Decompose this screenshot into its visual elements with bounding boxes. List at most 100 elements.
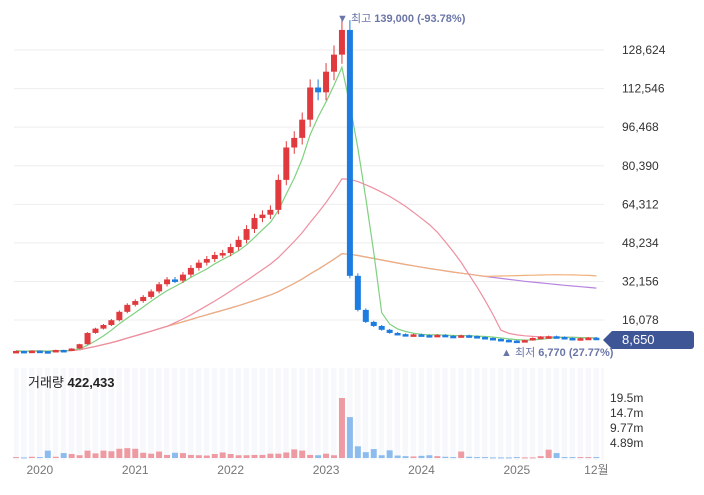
volume-bar (362, 452, 369, 458)
volume-stripe (543, 368, 546, 460)
volume-stripe (376, 368, 379, 460)
candle-body (13, 350, 19, 354)
volume-stripe (233, 368, 236, 460)
volume-bar (92, 453, 99, 458)
candle-body (219, 253, 226, 256)
candle-body (156, 284, 163, 292)
volume-bar (331, 455, 337, 458)
candle-body (283, 147, 290, 180)
volume-stripe (320, 368, 324, 460)
volume-bar (505, 457, 512, 459)
volume-bar (482, 457, 489, 459)
volume-stripe (487, 368, 491, 460)
volume-stripe (352, 368, 355, 460)
volume-bar (172, 452, 178, 458)
candle-body (172, 279, 178, 282)
candle-body (362, 309, 369, 322)
volume-bar (187, 454, 194, 458)
x-tick-label: 2022 (217, 463, 244, 477)
y-tick-label: 64,312 (622, 197, 659, 211)
volume-bar (76, 455, 83, 458)
volume-bar (227, 454, 234, 458)
volume-bar (354, 446, 361, 458)
candle-body (20, 350, 27, 354)
y-tick-label: 96,468 (622, 120, 659, 134)
candle-body (410, 334, 417, 337)
volume-stripe (66, 368, 69, 460)
volume-stripe (511, 368, 514, 460)
current-price-badge: 8,650 (603, 331, 694, 349)
moving-average-5 (15, 65, 597, 352)
candle-body (466, 335, 473, 338)
x-tick-label: 2020 (26, 463, 53, 477)
candle-body (513, 340, 520, 344)
candle-body (386, 329, 393, 333)
volume-bar (490, 457, 496, 459)
volume-bar (36, 457, 43, 459)
volume-stripe (34, 368, 37, 460)
volume-bar (585, 457, 592, 459)
volume-bar (195, 455, 202, 458)
volume-stripe (527, 368, 530, 460)
volume-stripe (598, 368, 602, 460)
low-annotation: ▲ 최저 6,770 (27.77%) (501, 346, 614, 359)
volume-bar (20, 457, 27, 459)
volume-stripe (439, 368, 443, 460)
volume-bar (378, 455, 385, 458)
volume-bar (164, 454, 171, 458)
candle-body (521, 340, 528, 343)
volume-stripe (249, 368, 252, 460)
candle-body (92, 328, 99, 333)
volume-stripe (113, 368, 117, 460)
y-tick-label: 16,078 (622, 313, 659, 327)
volume-stripe (336, 368, 339, 460)
volume-stripe (535, 368, 538, 460)
volume-bar (60, 453, 67, 458)
volume-bar (593, 457, 600, 459)
volume-bar (418, 455, 425, 458)
volume-stripe (503, 368, 506, 460)
volume-bar (52, 456, 59, 458)
candle-body (187, 267, 194, 275)
volume-stripe (209, 368, 212, 460)
y-tick-label: 112,546 (622, 82, 665, 96)
volume-bar (219, 452, 226, 458)
volume-stripe (42, 368, 45, 460)
volume-stripe (423, 368, 427, 460)
volume-bar (251, 454, 258, 458)
volume-stripe (193, 368, 196, 460)
volume-bar (68, 454, 75, 458)
volume-stripe (264, 368, 268, 460)
moving-average-20 (15, 178, 597, 352)
candle-body (259, 214, 266, 219)
volume-bar (108, 451, 115, 458)
x-tick-label: 2023 (313, 463, 340, 477)
volume-stripe (225, 368, 228, 460)
volume-bar (474, 457, 481, 459)
candle-body (267, 209, 274, 215)
volume-stripe (90, 368, 93, 460)
volume-stripe (169, 368, 173, 460)
candle-body (553, 336, 560, 339)
volume-bar (124, 448, 131, 458)
candle-body (354, 275, 361, 310)
y-tick-label: 80,390 (622, 159, 659, 173)
candle-body (211, 254, 218, 260)
volume-bar (116, 448, 123, 458)
volume-bar (179, 453, 186, 458)
candle-body (426, 335, 433, 338)
volume-stripe (328, 368, 332, 460)
volume-bar (497, 457, 504, 459)
volume-stripe (551, 368, 554, 460)
volume-title: 거래량 (28, 375, 64, 390)
candle-body (291, 137, 298, 148)
volume-tick-label: 19.5m (610, 391, 643, 405)
candle-body (132, 301, 139, 305)
candle-body (537, 336, 544, 340)
volume-stripe (105, 368, 109, 460)
candle-body (394, 332, 401, 336)
volume-bar (243, 455, 250, 458)
volume-bar (291, 449, 298, 458)
volume-bar (426, 455, 433, 458)
